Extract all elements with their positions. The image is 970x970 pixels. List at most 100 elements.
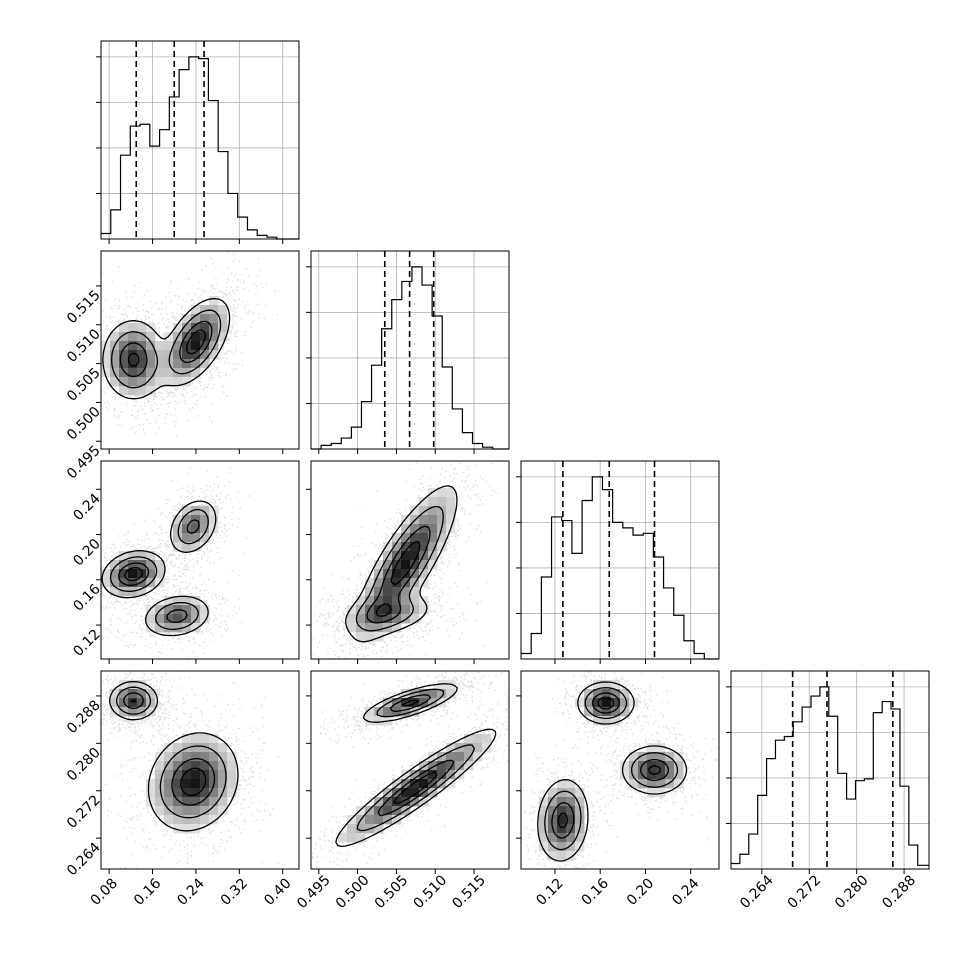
density-cell: [401, 797, 411, 807]
contour-line: [551, 802, 575, 839]
density-cell: [638, 779, 648, 789]
density-cell: [446, 689, 456, 699]
scatter-panel-0-3: [100, 670, 300, 870]
density-cell: [182, 350, 192, 360]
contour-line: [168, 309, 222, 375]
density-cell: [548, 851, 558, 861]
density-cell: [209, 734, 219, 744]
contour-line: [123, 567, 143, 582]
density-cell: [146, 350, 156, 360]
density-cell: [392, 542, 402, 552]
density-cell: [539, 815, 549, 825]
density-cell: [464, 752, 474, 762]
density-cell: [356, 605, 366, 615]
density-cell: [191, 824, 201, 834]
grid-lines: [311, 251, 509, 449]
density-cell: [620, 698, 630, 708]
density-cell: [155, 806, 165, 816]
density-cell: [128, 578, 138, 588]
density-cell: [101, 578, 111, 588]
density-cell: [119, 323, 129, 333]
density-cell: [428, 761, 438, 771]
y-tick-label: 0.272: [64, 792, 104, 832]
density-cell: [173, 743, 183, 753]
density-cell: [656, 743, 666, 753]
density-cell: [209, 323, 219, 333]
density-cell: [110, 350, 120, 360]
density-cell: [401, 596, 411, 606]
density-cell: [347, 815, 357, 825]
density-cell: [401, 542, 411, 552]
scatter-panel-1-3: [310, 670, 510, 870]
contour-line: [166, 609, 188, 624]
histogram-panel-0: [96, 40, 300, 240]
contour-line: [375, 603, 392, 617]
density-cell: [548, 806, 558, 816]
density-cell: [593, 680, 603, 690]
density-cell: [191, 341, 201, 351]
contour-line: [123, 692, 144, 710]
histogram-step-line: [731, 686, 929, 866]
density-cell: [575, 815, 585, 825]
panel-frame: [100, 670, 300, 870]
density-cell: [182, 815, 192, 825]
density-cell: [101, 341, 111, 351]
density-cell: [401, 578, 411, 588]
density-cell: [173, 533, 183, 543]
density-cell: [200, 605, 210, 615]
density-cell: [182, 524, 192, 534]
x-tick-label: 0.16: [131, 875, 164, 908]
density-cell: [119, 359, 129, 369]
density-cell: [137, 323, 147, 333]
histogram-panel-1: [306, 250, 510, 450]
density-cell: [101, 359, 111, 369]
density-cell: [191, 524, 201, 534]
density-cell: [164, 341, 174, 351]
panel-frame: [100, 40, 300, 240]
density-cell: [137, 689, 147, 699]
density-cell: [473, 752, 483, 762]
density-cell: [383, 560, 393, 570]
contour-line: [376, 688, 445, 718]
density-cell: [146, 560, 156, 570]
density-cell: [665, 761, 675, 771]
density-cell: [191, 815, 201, 825]
density-cell: [137, 359, 147, 369]
density-cell: [182, 824, 192, 834]
density-cell: [392, 797, 402, 807]
y-tick-label: 0.505: [64, 365, 104, 405]
density-cell: [464, 761, 474, 771]
density-cell: [428, 524, 438, 534]
density-cell: [209, 806, 219, 816]
density-cell: [401, 533, 411, 543]
density-cell: [401, 770, 411, 780]
x-tick-label: 0.16: [579, 875, 612, 908]
density-cell: [173, 323, 183, 333]
density-cell: [428, 779, 438, 789]
contour-line: [119, 342, 148, 378]
y-tick-label: 0.280: [64, 745, 104, 785]
density-cell: [200, 323, 210, 333]
scatter-panel-2-3: [520, 670, 720, 870]
density-cell: [200, 305, 210, 315]
density-cell: [566, 851, 576, 861]
density-cell: [164, 761, 174, 771]
contour-line: [557, 812, 568, 829]
density-cell: [200, 788, 210, 798]
density-cell: [191, 332, 201, 342]
density-cell: [200, 797, 210, 807]
density-cell: [428, 551, 438, 561]
x-tick-label: 0.510: [411, 872, 451, 912]
density-cell: [155, 341, 165, 351]
density-cell: [155, 350, 165, 360]
density-cell: [410, 707, 420, 717]
density-cell: [173, 623, 183, 633]
density-cell: [437, 542, 447, 552]
density-cell: [419, 569, 429, 579]
density-cell: [164, 614, 174, 624]
density-cell: [209, 761, 219, 771]
density-cell: [593, 716, 603, 726]
density-cell: [383, 707, 393, 717]
density-cell: [548, 833, 558, 843]
density-cell: [419, 506, 429, 516]
